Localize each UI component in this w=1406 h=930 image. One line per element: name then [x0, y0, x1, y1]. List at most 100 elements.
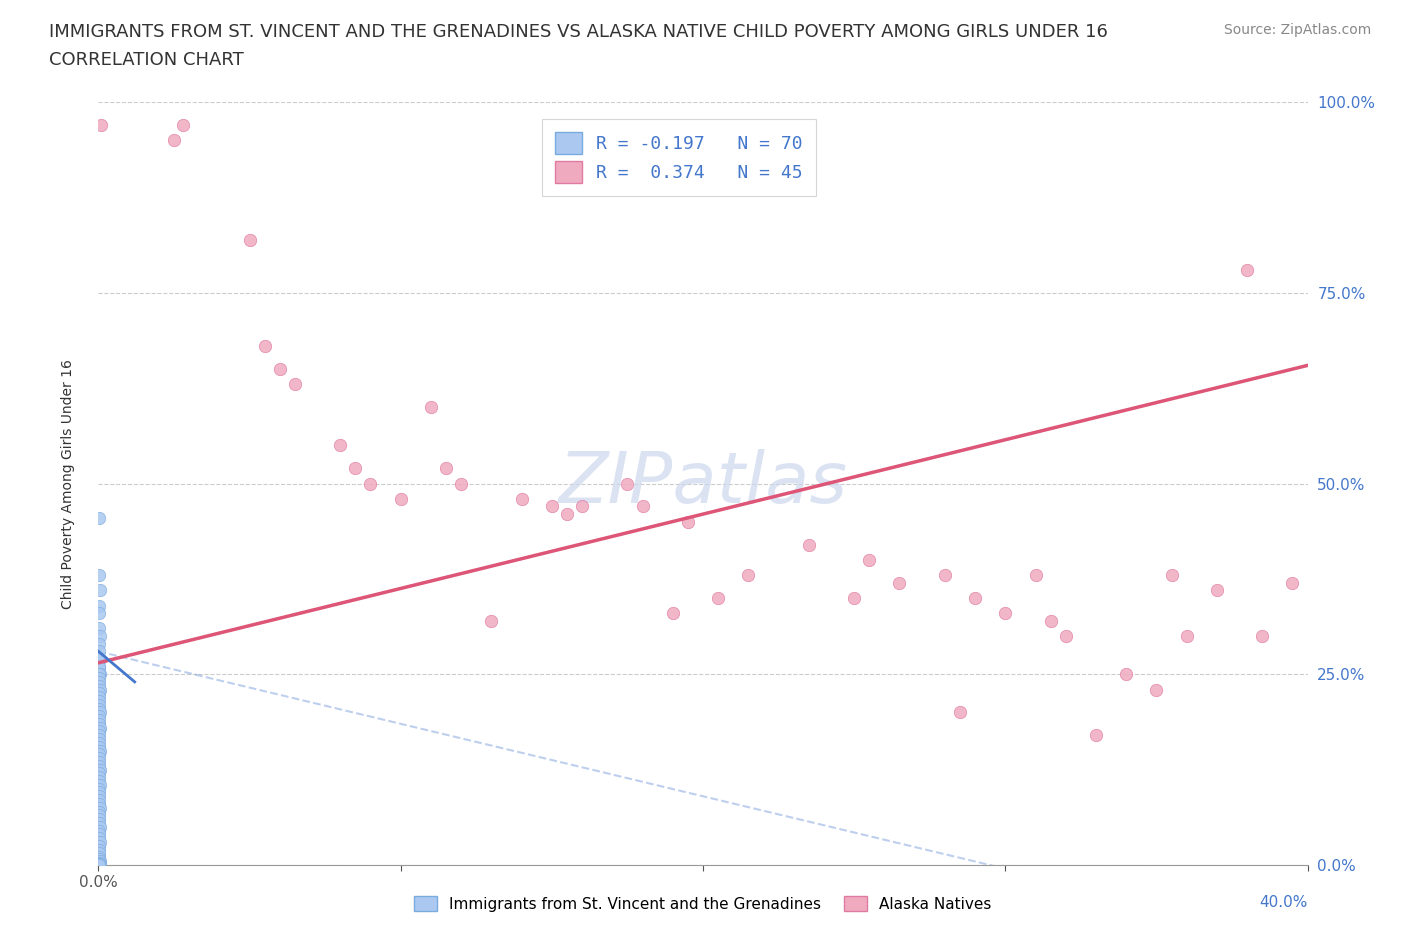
Point: [89, 830, 111, 845]
Point: [89, 682, 111, 697]
Point: [844, 591, 866, 605]
Point: [89, 766, 111, 781]
Point: [87, 857, 110, 872]
Point: [1115, 667, 1137, 682]
Point: [87, 857, 110, 871]
Point: [661, 605, 683, 620]
Legend: Immigrants from St. Vincent and the Grenadines, Alaska Natives: Immigrants from St. Vincent and the Gren…: [408, 889, 998, 918]
Point: [89, 743, 111, 758]
Point: [707, 591, 730, 605]
Point: [631, 499, 654, 514]
Point: [89, 698, 111, 712]
Point: [1144, 682, 1167, 697]
Point: [87, 851, 110, 866]
Text: ZIPatlas: ZIPatlas: [558, 449, 848, 518]
Point: [89, 856, 111, 870]
Point: [89, 823, 111, 838]
Point: [616, 476, 638, 491]
Point: [737, 567, 759, 582]
Point: [89, 659, 111, 674]
Point: [87, 796, 110, 811]
Point: [1085, 728, 1108, 743]
Point: [87, 712, 110, 727]
Point: [87, 598, 110, 613]
Point: [89, 856, 111, 870]
Point: [1175, 629, 1198, 644]
Point: [965, 591, 987, 605]
Point: [89, 709, 111, 724]
Point: [89, 854, 111, 869]
Point: [1236, 262, 1258, 277]
Point: [797, 538, 820, 552]
Point: [420, 400, 443, 415]
Point: [89, 792, 111, 807]
Point: [1206, 583, 1229, 598]
Point: [89, 567, 111, 582]
Point: [87, 739, 110, 754]
Point: [87, 846, 110, 861]
Point: [1281, 576, 1303, 591]
Point: [676, 514, 699, 529]
Point: [89, 804, 111, 819]
Point: [360, 476, 382, 491]
Point: [1024, 567, 1046, 582]
Point: [87, 659, 110, 674]
Point: [89, 857, 111, 871]
Point: [1251, 629, 1274, 644]
Point: [284, 377, 307, 392]
Point: [89, 800, 111, 815]
Point: [89, 652, 111, 667]
Point: [344, 461, 367, 476]
Point: [87, 758, 110, 773]
Point: [555, 507, 578, 522]
Point: [87, 751, 110, 765]
Point: [1054, 629, 1077, 644]
Point: [87, 781, 110, 796]
Point: [89, 583, 111, 598]
Text: CORRELATION CHART: CORRELATION CHART: [49, 51, 245, 69]
Point: [329, 438, 352, 453]
Point: [89, 720, 111, 735]
Point: [87, 770, 110, 785]
Point: [89, 690, 111, 705]
Point: [87, 732, 110, 747]
Point: [253, 339, 276, 353]
Point: [172, 118, 194, 133]
Point: [934, 567, 956, 582]
Text: Source: ZipAtlas.com: Source: ZipAtlas.com: [1223, 23, 1371, 37]
Point: [949, 705, 972, 720]
Point: [89, 667, 111, 682]
Legend: R = -0.197   N = 70, R =  0.374   N = 45: R = -0.197 N = 70, R = 0.374 N = 45: [543, 119, 815, 195]
Point: [89, 736, 111, 751]
Point: [89, 636, 111, 651]
Point: [89, 850, 111, 865]
Point: [450, 476, 472, 491]
Point: [889, 576, 911, 591]
Point: [1039, 614, 1062, 629]
Point: [87, 789, 110, 804]
Point: [481, 614, 503, 629]
Point: [89, 843, 111, 857]
Point: [89, 728, 111, 743]
Point: [89, 705, 111, 720]
Point: [87, 686, 110, 701]
Point: [89, 834, 111, 849]
Point: [858, 552, 880, 567]
Point: [87, 816, 110, 830]
Point: [87, 808, 110, 823]
Point: [87, 827, 110, 842]
Point: [89, 674, 111, 689]
Point: [389, 491, 412, 506]
Text: IMMIGRANTS FROM ST. VINCENT AND THE GRENADINES VS ALASKA NATIVE CHILD POVERTY AM: IMMIGRANTS FROM ST. VINCENT AND THE GREN…: [49, 23, 1108, 41]
Point: [434, 461, 457, 476]
Point: [87, 701, 110, 716]
Point: [994, 605, 1017, 620]
Point: [87, 839, 110, 854]
Point: [89, 667, 111, 682]
Point: [163, 133, 186, 148]
Point: [89, 716, 111, 731]
Point: [239, 232, 262, 247]
Text: 40.0%: 40.0%: [1260, 896, 1308, 910]
Point: [87, 678, 110, 693]
Point: [89, 629, 111, 644]
